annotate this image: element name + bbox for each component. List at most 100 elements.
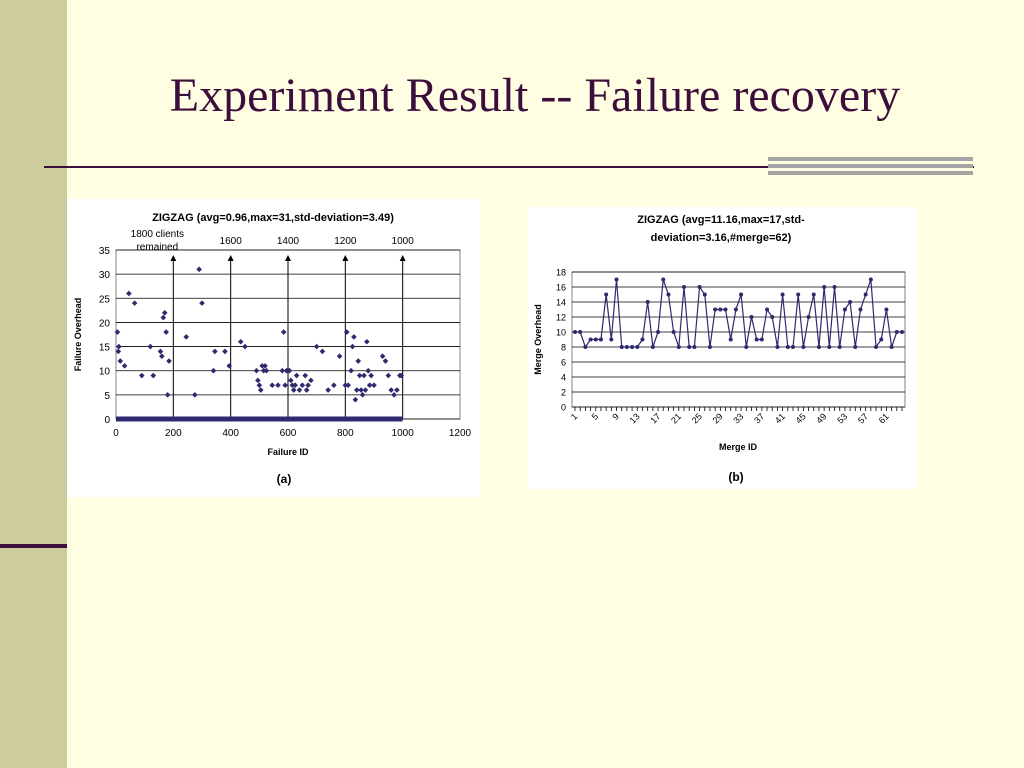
x-tick-label-a: 600 [280, 428, 297, 439]
data-point-b [889, 345, 894, 349]
data-point-a [161, 309, 168, 316]
data-point-b [624, 345, 629, 349]
annotation-label: 1200 [334, 236, 357, 247]
x-tick-label-b: 41 [773, 411, 787, 425]
x-tick-label-a: 1000 [392, 428, 415, 439]
data-point-a [336, 353, 343, 360]
data-point-a [157, 348, 164, 355]
data-point-b [837, 345, 842, 349]
data-point-b [713, 307, 718, 312]
data-point-a [131, 300, 138, 306]
data-point-b [630, 345, 635, 349]
data-point-b [759, 337, 764, 342]
data-point-b [900, 330, 904, 334]
data-point-a [139, 372, 145, 379]
data-point-a [355, 358, 362, 364]
data-point-a [361, 372, 367, 379]
data-point-a [237, 338, 244, 345]
data-point-a [343, 329, 350, 335]
data-point-b [666, 292, 671, 297]
slide-title: Experiment Result -- Failure recovery [169, 69, 901, 122]
y-tick-label-a: 5 [104, 391, 110, 402]
chart-title-b-line1: ZIGZAG (avg=11.16,max=17,std- [637, 214, 805, 226]
data-point-b [796, 292, 801, 297]
series-line-b [575, 279, 902, 349]
zero-overhead-points [116, 416, 403, 422]
data-point-b [645, 300, 650, 304]
y-tick-label-a: 20 [99, 318, 111, 329]
y-tick-label-b: 12 [556, 313, 566, 323]
caption-a: (a) [277, 472, 292, 486]
data-point-a [196, 266, 202, 273]
data-point-a [388, 387, 394, 393]
data-point-a [256, 382, 263, 388]
x-axis-label-b: Merge ID [719, 442, 758, 452]
data-point-b [656, 330, 661, 334]
data-point-a [364, 338, 370, 345]
annotation-arrow-head [285, 255, 291, 261]
data-point-a [192, 392, 198, 398]
data-point-a [150, 372, 157, 379]
data-point-b [894, 330, 899, 334]
y-tick-label-b: 18 [556, 268, 566, 278]
data-point-a [260, 367, 267, 374]
x-tick-label-b: 21 [669, 411, 683, 425]
annotation-label: 1600 [220, 236, 243, 247]
y-axis-label-a: Failure Overhead [73, 298, 83, 372]
data-point-a [116, 343, 122, 350]
data-point-b [791, 345, 795, 349]
data-point-a [356, 372, 363, 379]
data-point-a [115, 348, 122, 355]
y-tick-label-b: 2 [561, 388, 566, 398]
data-point-a [303, 387, 310, 393]
annotation-arrow-head [170, 255, 177, 261]
x-tick-label-b: 49 [814, 411, 828, 425]
data-point-a [212, 348, 218, 355]
data-point-b [801, 345, 806, 349]
data-point-b [588, 337, 593, 342]
annotation-label: 1800 clients [131, 229, 184, 240]
annotation-arrow-head [399, 255, 406, 261]
y-tick-label-b: 16 [556, 283, 566, 293]
x-tick-label-a: 0 [113, 428, 119, 439]
data-point-a [259, 363, 265, 369]
data-point-a [279, 367, 286, 374]
data-point-b [822, 285, 827, 289]
data-point-a [358, 387, 364, 393]
x-tick-label-b: 9 [610, 411, 621, 422]
x-tick-label-b: 13 [628, 411, 642, 425]
annotation-label: 1000 [392, 236, 415, 247]
data-point-b [874, 345, 879, 349]
y-tick-label-a: 30 [99, 270, 111, 281]
data-point-a [262, 363, 268, 369]
data-point-b [718, 307, 723, 312]
data-point-a [126, 290, 132, 297]
chart-title-b-line2: deviation=3.16,#merge=62) [651, 232, 792, 244]
data-point-a [351, 334, 357, 340]
data-point-b [848, 300, 853, 304]
x-tick-label-b: 45 [794, 411, 808, 425]
data-point-a [379, 353, 386, 360]
data-point-a [160, 314, 167, 321]
data-point-b [858, 307, 863, 312]
data-point-a [394, 387, 400, 393]
data-point-b [650, 345, 655, 349]
data-point-b [842, 307, 847, 312]
data-point-b [609, 337, 614, 342]
y-tick-label-b: 4 [561, 373, 566, 383]
data-point-a [255, 377, 261, 384]
y-tick-label-b: 0 [561, 403, 566, 413]
data-point-a [257, 387, 264, 393]
data-point-a [253, 367, 260, 374]
x-tick-label-a: 800 [337, 428, 354, 439]
x-tick-label-a: 400 [222, 428, 239, 439]
x-tick-label-b: 37 [752, 411, 766, 425]
y-tick-label-a: 25 [99, 294, 111, 305]
x-tick-label-b: 1 [569, 411, 580, 422]
data-point-a [210, 367, 217, 374]
data-point-a [331, 382, 337, 388]
x-tick-label-b: 17 [648, 411, 662, 425]
data-point-b [692, 345, 697, 349]
x-tick-label-a: 1200 [449, 428, 472, 439]
annotation-arrow-head [342, 255, 349, 261]
